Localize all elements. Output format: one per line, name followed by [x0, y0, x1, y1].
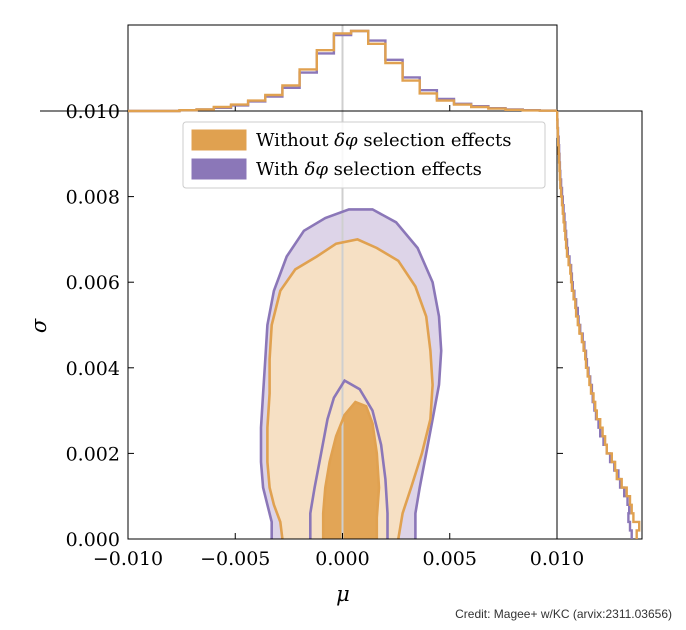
mu-marginal-frame: [127, 24, 558, 111]
y-tick-label: 0.006: [66, 272, 120, 294]
sigma-histogram-without: [556, 111, 641, 539]
x-tick-label: 0.010: [530, 548, 584, 570]
legend-label-without: Without δφ selection effects: [256, 130, 512, 151]
y-tick-label: 0.002: [66, 443, 120, 465]
y-tick-label: 0.000: [66, 529, 120, 551]
credit-text: Credit: Magee+ w/KC (arvix:2311.03656): [455, 607, 672, 621]
legend-label-with: With δφ selection effects: [256, 159, 482, 180]
legend-swatch-with: [191, 158, 247, 180]
contour-fills: [261, 209, 442, 539]
x-axis-label: μ: [336, 582, 350, 606]
sigma-marginal-panel: [556, 110, 643, 540]
legend-swatch-without: [191, 129, 247, 151]
legend-box: [182, 121, 546, 189]
y-tick-labels: 0.000 0.002 0.004 0.006 0.008 0.010: [66, 101, 120, 551]
x-tick-label: 0.005: [423, 548, 477, 570]
sigma-histogram-with: [556, 111, 633, 539]
y-axis-label: σ: [27, 318, 51, 333]
mu-marginal-panel: [40, 24, 558, 113]
y-tick-label: 0.004: [66, 358, 120, 380]
x-tick-label: −0.010: [93, 548, 163, 570]
x-tick-label: −0.005: [200, 548, 270, 570]
contour-fill-without-outer: [267, 239, 433, 539]
y-tick-label: 0.008: [66, 187, 120, 209]
contour-line-without-inner: [321, 400, 381, 539]
contour-line-with-inner: [309, 378, 389, 539]
contour-lines: [259, 208, 443, 540]
x-tick-labels: −0.010 −0.005 0.000 0.005 0.010: [93, 548, 584, 570]
contour-line-with-outer: [259, 208, 443, 539]
sigma-marginal-frame: [557, 110, 643, 540]
x-tick-label: 0.000: [315, 548, 369, 570]
mu-histogram-without: [128, 29, 557, 113]
legend: Without δφ selection effects With δφ sele…: [182, 121, 546, 189]
y-tick-label: 0.010: [66, 101, 120, 123]
contour-line-without-outer: [266, 238, 434, 540]
